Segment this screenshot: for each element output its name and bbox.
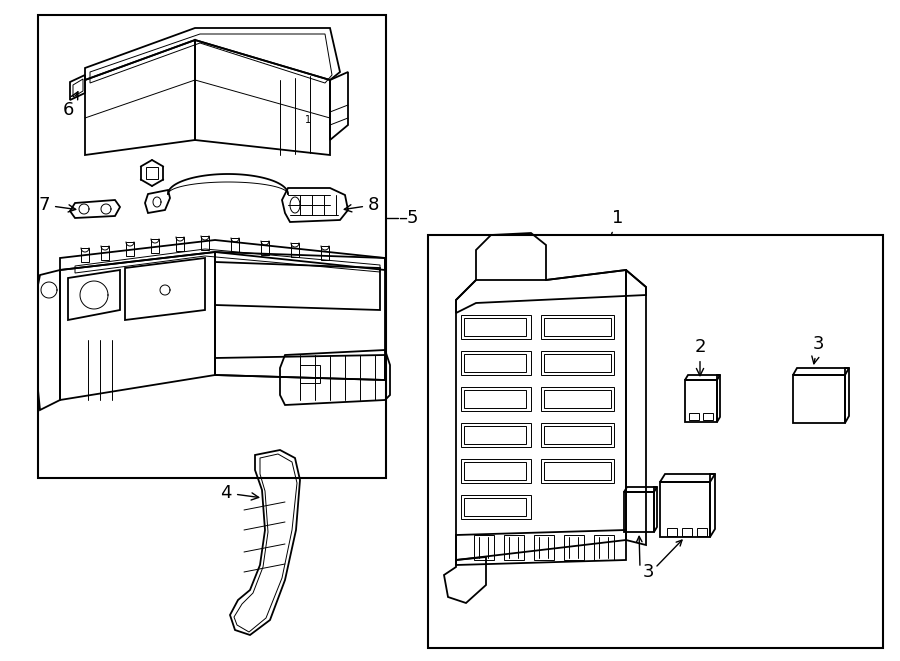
Bar [38, 15, 386, 478]
Text: 8: 8 [345, 196, 380, 214]
Text: 1: 1 [305, 115, 311, 125]
Text: 2: 2 [694, 338, 706, 375]
Bar [793, 375, 845, 423]
Bar [474, 535, 494, 560]
Text: 6: 6 [62, 92, 78, 119]
Text: 3: 3 [643, 563, 653, 581]
Bar [300, 365, 320, 383]
Text: 1: 1 [611, 209, 624, 235]
Text: 4: 4 [220, 484, 258, 502]
Bar [667, 528, 677, 536]
Bar [660, 482, 710, 537]
Text: 7: 7 [39, 196, 76, 214]
Bar [697, 528, 707, 536]
Text: –5: –5 [398, 209, 418, 227]
Bar [564, 535, 584, 560]
Bar [428, 235, 883, 648]
Bar [685, 380, 717, 422]
Bar [146, 167, 158, 179]
Bar [534, 535, 554, 560]
Bar [682, 528, 692, 536]
Bar [504, 535, 524, 560]
Bar [594, 535, 614, 560]
Text: 3: 3 [812, 335, 824, 364]
Bar [624, 492, 654, 532]
